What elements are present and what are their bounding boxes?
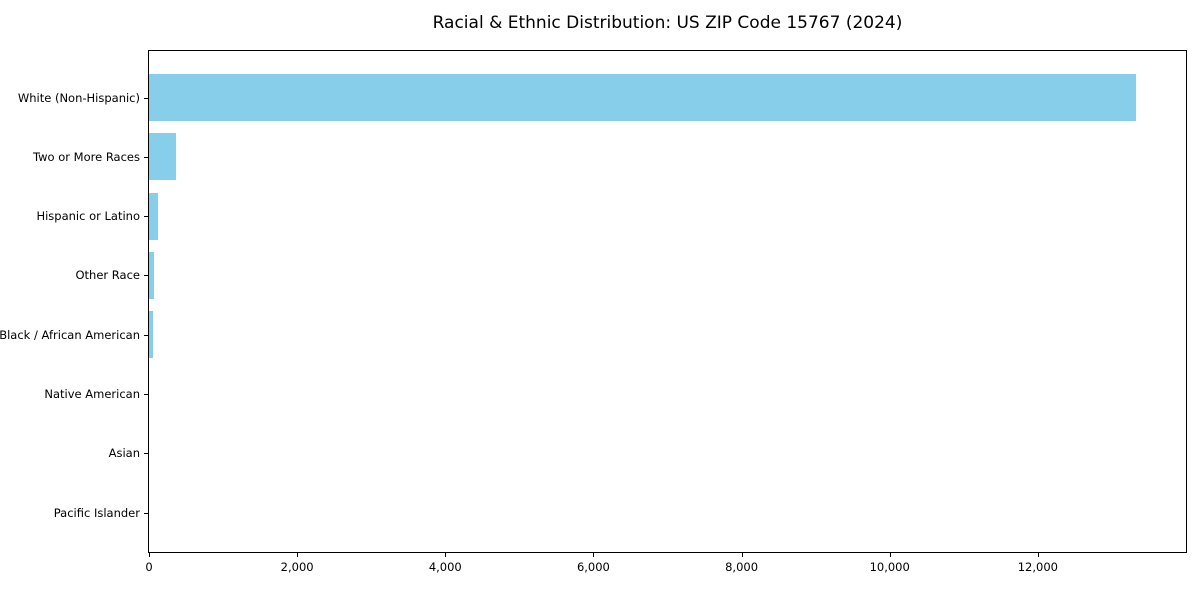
x-axis-tick-label: 0 <box>145 560 153 574</box>
plot-area: White (Non-Hispanic) Two or More Races His… <box>0 50 1187 574</box>
x-axis-tick <box>889 552 891 557</box>
bar-two-or-more-races <box>149 133 176 181</box>
x-axis-tick-label: 2,000 <box>280 560 314 574</box>
bar-black-african-american <box>149 311 154 359</box>
y-axis-tick <box>144 334 149 336</box>
y-axis-tick <box>144 97 149 99</box>
x-axis-tick-label: 4,000 <box>428 560 462 574</box>
y-axis-tick <box>144 216 149 218</box>
bar-hispanic-or-latino <box>149 192 158 240</box>
x-axis-tick <box>1037 552 1039 557</box>
x-axis-tick <box>149 552 150 557</box>
y-axis-tick <box>144 275 149 277</box>
y-axis-label: White (Non-Hispanic) <box>17 90 140 105</box>
y-axis-label: Hispanic or Latino <box>36 209 140 224</box>
y-axis-label: Black / African American <box>0 327 140 342</box>
y-axis-tick <box>144 512 149 514</box>
y-axis-label: Two or More Races <box>33 149 140 164</box>
y-axis-tick <box>144 453 149 455</box>
y-axis-label: Native American <box>44 387 140 401</box>
x-axis-tick <box>593 552 595 557</box>
x-axis-tick-label: 12,000 <box>1017 560 1058 574</box>
y-axis-tick <box>144 156 149 158</box>
x-axis-tick-label: 10,000 <box>869 560 910 574</box>
x-axis-tick <box>741 552 743 557</box>
bar-white-non-hispanic <box>149 74 1137 121</box>
x-axis-tick <box>297 552 299 557</box>
chart-title: Racial & Ethnic Distribution: US ZIP Cod… <box>432 13 903 33</box>
y-axis-label: Other Race <box>75 268 141 283</box>
y-axis-label: Pacific Islander <box>53 505 140 520</box>
x-axis-tick-label: 8,000 <box>725 560 759 574</box>
y-axis-label: Asian <box>108 446 140 461</box>
bar-other-race <box>149 251 155 299</box>
x-axis-tick <box>445 552 447 557</box>
y-axis-tick <box>144 394 149 395</box>
x-axis-tick-label: 6,000 <box>576 560 610 574</box>
